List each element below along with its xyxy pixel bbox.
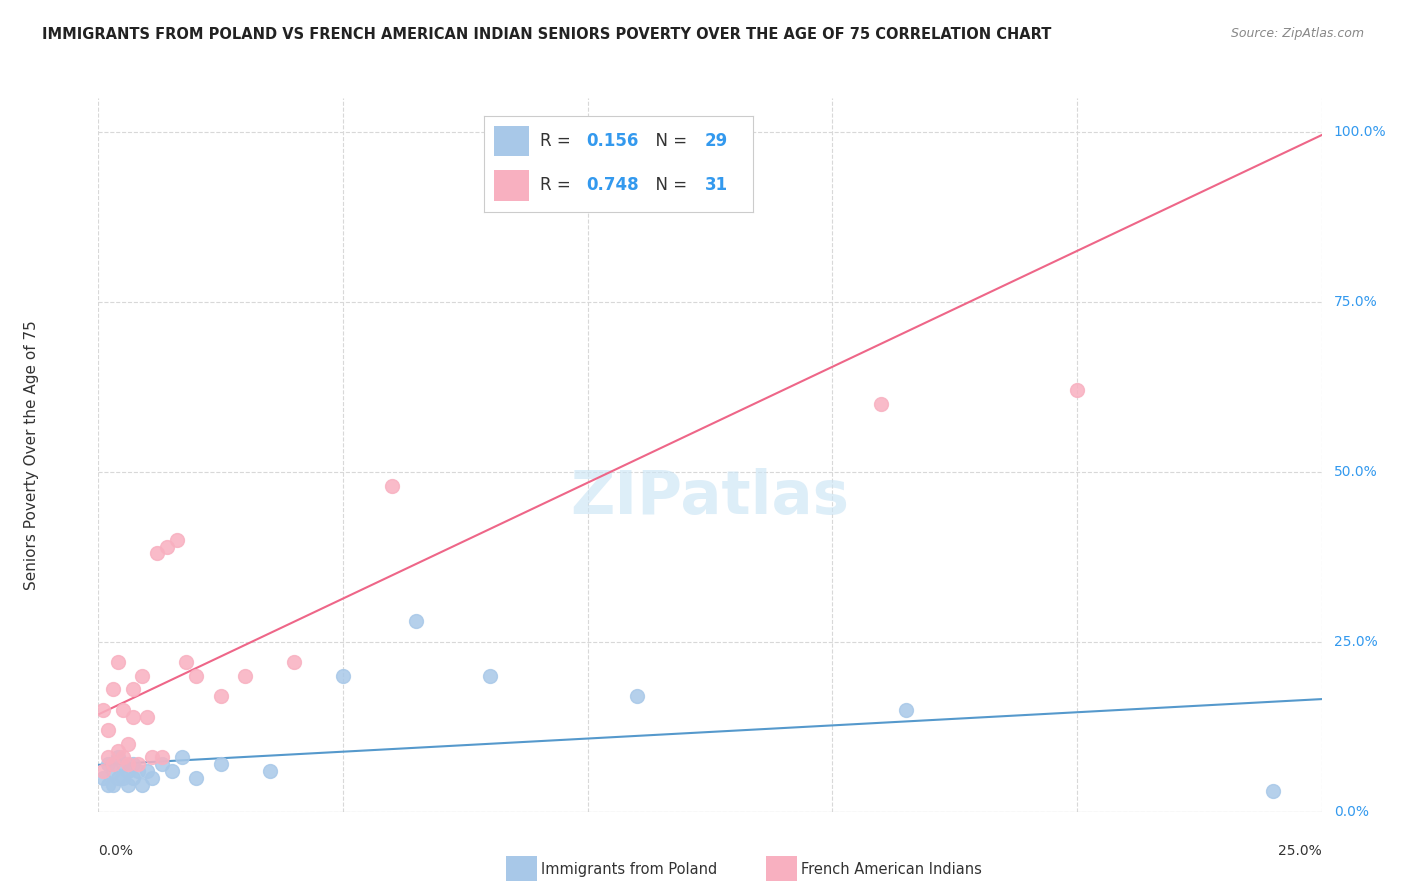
Text: 50.0%: 50.0% — [1334, 465, 1378, 479]
Point — [101, 757, 124, 772]
Text: 0.0%: 0.0% — [1334, 805, 1369, 819]
Point — [91, 771, 114, 785]
Point — [1066, 384, 1088, 398]
Point — [870, 397, 893, 411]
Point — [121, 757, 143, 772]
Text: Immigrants from Poland: Immigrants from Poland — [541, 863, 717, 877]
Point — [150, 750, 173, 764]
Point — [121, 682, 143, 697]
Point — [101, 778, 124, 792]
Point — [332, 669, 354, 683]
Point — [107, 750, 129, 764]
Point — [117, 778, 139, 792]
Point — [141, 771, 163, 785]
Point — [160, 764, 183, 778]
Point — [111, 750, 134, 764]
Point — [127, 757, 149, 772]
Point — [186, 669, 208, 683]
Point — [127, 764, 149, 778]
Point — [121, 709, 143, 723]
Point — [117, 764, 139, 778]
Text: 75.0%: 75.0% — [1334, 295, 1378, 309]
Point — [626, 689, 648, 703]
Point — [283, 655, 305, 669]
Point — [150, 757, 173, 772]
Point — [136, 709, 159, 723]
Point — [166, 533, 188, 547]
Point — [176, 655, 198, 669]
Point — [111, 757, 134, 772]
Point — [117, 737, 139, 751]
Text: 25.0%: 25.0% — [1334, 635, 1378, 648]
Point — [141, 750, 163, 764]
Text: 25.0%: 25.0% — [1278, 844, 1322, 858]
Text: ZIPatlas: ZIPatlas — [571, 468, 849, 527]
Point — [131, 778, 153, 792]
Point — [186, 771, 208, 785]
Point — [209, 689, 232, 703]
Point — [121, 771, 143, 785]
Text: 100.0%: 100.0% — [1334, 125, 1386, 139]
Point — [894, 703, 917, 717]
Text: Seniors Poverty Over the Age of 75: Seniors Poverty Over the Age of 75 — [24, 320, 38, 590]
Point — [97, 750, 120, 764]
Point — [146, 546, 169, 560]
Point — [405, 615, 427, 629]
Point — [107, 655, 129, 669]
Point — [131, 669, 153, 683]
Point — [233, 669, 256, 683]
Point — [91, 703, 114, 717]
Point — [527, 125, 550, 139]
Point — [101, 682, 124, 697]
Text: 0.0%: 0.0% — [98, 844, 134, 858]
Point — [107, 743, 129, 757]
Point — [1261, 784, 1284, 798]
Text: IMMIGRANTS FROM POLAND VS FRENCH AMERICAN INDIAN SENIORS POVERTY OVER THE AGE OF: IMMIGRANTS FROM POLAND VS FRENCH AMERICA… — [42, 27, 1052, 42]
Point — [111, 771, 134, 785]
Point — [97, 723, 120, 738]
Point — [91, 764, 114, 778]
Point — [101, 764, 124, 778]
Point — [117, 757, 139, 772]
Point — [156, 540, 179, 554]
Point — [97, 757, 120, 772]
Text: Source: ZipAtlas.com: Source: ZipAtlas.com — [1230, 27, 1364, 40]
Point — [97, 778, 120, 792]
Point — [111, 703, 134, 717]
Point — [170, 750, 193, 764]
Point — [136, 764, 159, 778]
Text: French American Indians: French American Indians — [801, 863, 983, 877]
Point — [381, 478, 404, 492]
Point — [107, 771, 129, 785]
Point — [209, 757, 232, 772]
Point — [259, 764, 281, 778]
Point — [478, 669, 501, 683]
